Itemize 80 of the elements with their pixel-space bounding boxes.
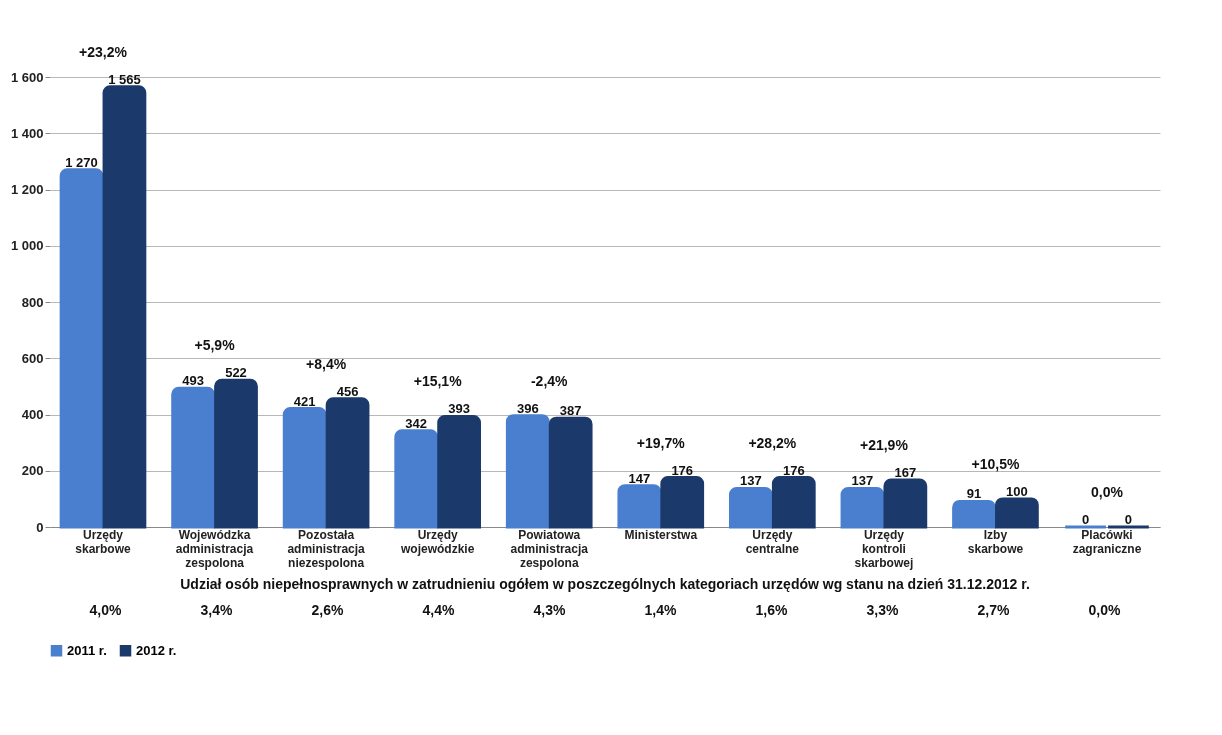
data-label: 167 <box>894 465 917 481</box>
bar <box>617 484 662 529</box>
data-label: 387 <box>559 403 582 419</box>
data-label: 1 270 <box>65 154 98 170</box>
x-tick-label: Placówki zagraniczne <box>1072 527 1142 556</box>
y-tick-label: 1 600 <box>10 69 44 85</box>
text: 1,4% <box>644 602 677 618</box>
x-tick-label: Pozostała administracja niezespolona <box>287 527 366 570</box>
text: 4,4% <box>422 602 455 618</box>
bar <box>171 386 215 529</box>
bar <box>505 414 550 529</box>
data-label: 393 <box>448 401 470 417</box>
x-tick-label: Izby skarbowe <box>967 527 1024 556</box>
y-tick-label: 1 200 <box>10 182 44 197</box>
annotation: +5,9% <box>194 337 236 354</box>
y-tick-label: 0 <box>36 519 44 535</box>
legend-label: 2012 r. <box>136 642 177 658</box>
data-label: 147 <box>628 470 651 486</box>
bar <box>214 378 258 529</box>
bar <box>883 478 928 529</box>
y-tick-label: 600 <box>21 350 44 366</box>
bar <box>548 416 593 529</box>
annotation: +15,1% <box>413 373 463 390</box>
x-tick-label: Powiatowa administracja zespolona <box>510 527 589 570</box>
data-label: 421 <box>293 393 316 409</box>
annotation: +19,7% <box>636 434 686 451</box>
text: Udział osób niepełnosprawnych w zatrudnieniu ogółem w poszczególnych kategoriach urzędów wg stanu na dzień 31.12.2012 r. <box>180 576 1030 592</box>
x-tick-label: Urzędy kontroli skarbowej <box>854 527 914 570</box>
text: 4,0% <box>89 602 122 618</box>
x-tick-label: Urzędy centralne <box>745 527 800 556</box>
data-label: 0 <box>1081 512 1090 527</box>
data-label: 137 <box>740 473 762 489</box>
annotation: +28,2% <box>748 434 797 451</box>
text: 3,3% <box>866 602 899 618</box>
bar <box>771 476 816 529</box>
y-tick-label: 1 000 <box>10 238 44 254</box>
text: +23,2% <box>79 43 128 60</box>
bar <box>729 486 773 529</box>
x-tick-label: Urzędy wojewódzkie <box>399 527 475 556</box>
legend-label: 2011 r. <box>67 642 107 658</box>
data-label: 1 565 <box>108 71 141 87</box>
bar <box>102 85 147 529</box>
y-tick-label: 400 <box>21 407 44 422</box>
data-label: 456 <box>336 383 359 399</box>
x-tick-label: Wojewódzka administracja zespolona <box>175 527 254 570</box>
bar <box>325 397 370 529</box>
data-label: 137 <box>851 473 874 489</box>
x-tick-label: Urzędy skarbowe <box>75 527 131 556</box>
y-tick-label: 1 400 <box>10 125 44 141</box>
bar <box>282 407 327 529</box>
text: 3,4% <box>200 602 233 618</box>
annotation: +8,4% <box>306 355 347 372</box>
bar <box>394 429 439 529</box>
data-label: 342 <box>405 415 428 431</box>
bar <box>995 497 1039 529</box>
text: 1,6% <box>755 602 788 618</box>
y-tick-label: 800 <box>21 294 44 310</box>
x-tick-label: Ministerstwa <box>624 527 698 542</box>
annotation: -2,4% <box>530 372 569 389</box>
data-label: 176 <box>782 462 805 478</box>
text: 2,7% <box>977 602 1010 618</box>
bar <box>437 414 481 529</box>
text: 0,0% <box>1088 602 1121 618</box>
bar <box>59 168 104 529</box>
text: 4,3% <box>533 602 566 618</box>
annotation: +21,9% <box>859 437 909 454</box>
bar <box>840 486 885 529</box>
data-label: 100 <box>1006 483 1028 499</box>
data-label: 91 <box>966 486 982 502</box>
bar <box>660 476 705 529</box>
bar <box>952 499 996 529</box>
annotation: 0,0% <box>1091 484 1124 500</box>
data-label: 396 <box>516 400 539 416</box>
y-tick-label: 200 <box>21 463 44 479</box>
text: 2,6% <box>311 602 344 618</box>
data-label: 493 <box>182 373 204 389</box>
data-label: 176 <box>671 462 694 478</box>
annotation: +10,5% <box>971 455 1020 472</box>
data-label: 0 <box>1124 512 1133 527</box>
data-label: 522 <box>225 365 247 381</box>
